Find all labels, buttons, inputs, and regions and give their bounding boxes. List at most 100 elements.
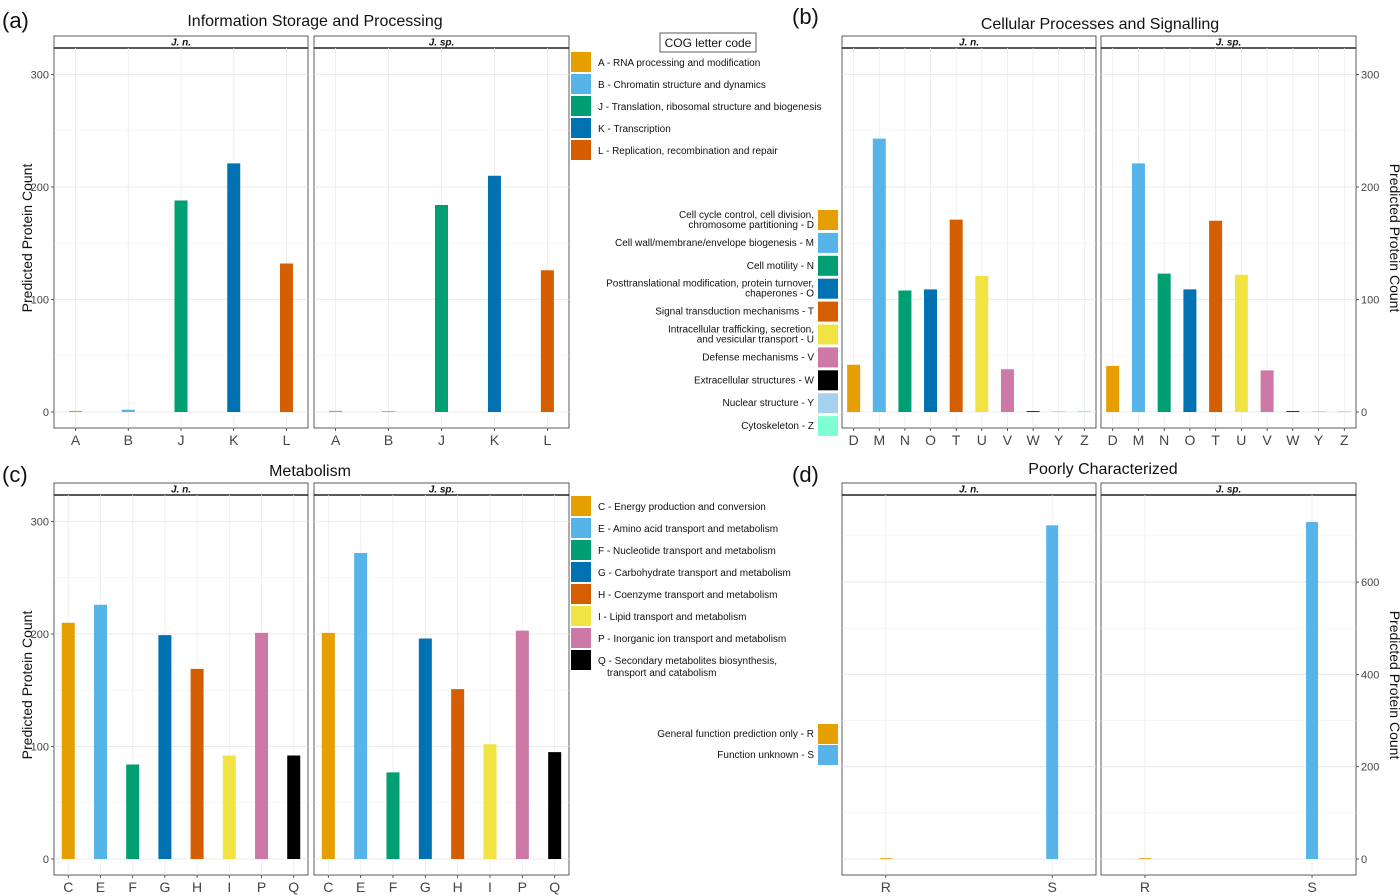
facet-jn: J. n. C E F G H I P Q — [53, 482, 309, 895]
x-tick-label: M — [873, 432, 885, 448]
legend-label: J - Translation, ribosomal structure and… — [598, 102, 821, 113]
bar-v — [1260, 370, 1274, 412]
facet-label: J. sp. — [1216, 485, 1242, 496]
y-axis-label: Predicted Protein Count — [1387, 164, 1400, 313]
legend-title-box — [659, 32, 757, 53]
bar-l — [540, 270, 554, 412]
x-tick-label: C — [323, 879, 333, 895]
bar-h — [190, 668, 204, 859]
x-tick-label: L — [543, 432, 551, 448]
y-tick-label: 300 — [1361, 70, 1379, 82]
legend-swatch — [571, 96, 591, 116]
y-tick-label: 200 — [31, 629, 49, 641]
legend-label: Function unknown - S — [717, 750, 814, 761]
y-tick-label: 100 — [1361, 295, 1379, 307]
legend: Cell cycle control, cell division,chromo… — [606, 210, 838, 437]
legend-label: A - RNA processing and modification — [598, 58, 760, 69]
y-axis: 0 100 200 300 Predicted Protein Count — [19, 517, 54, 866]
bar-n — [1157, 273, 1171, 412]
bar-a — [69, 410, 83, 412]
y-axis: 0 100 200 300 Predicted Protein Count — [1356, 70, 1400, 419]
panel-title: Metabolism — [269, 463, 351, 480]
bar-g — [418, 638, 432, 859]
legend-swatch — [571, 140, 591, 160]
x-tick-label: A — [331, 432, 341, 448]
x-tick-label: V — [1003, 432, 1013, 448]
bar-t — [1209, 220, 1223, 412]
bar-w — [1026, 411, 1040, 412]
legend-label: Extracellular structures - W — [694, 375, 815, 386]
facet-label: J. n. — [959, 485, 979, 496]
x-tick-label: K — [490, 432, 500, 448]
x-tick-label: D — [849, 432, 859, 448]
facet-label: J. n. — [959, 38, 979, 49]
x-tick-label: D — [1108, 432, 1118, 448]
bar-e — [93, 604, 107, 859]
legend-label: chaperones - O — [745, 289, 814, 300]
facet-jn: J. n. R S — [841, 482, 1097, 895]
legend-label: C - Energy production and conversion — [598, 502, 766, 513]
bar-c — [61, 622, 75, 859]
bar-m — [1131, 163, 1145, 412]
x-tick-label: Y — [1314, 432, 1324, 448]
x-tick-label: B — [384, 432, 393, 448]
y-tick-label: 300 — [31, 70, 49, 82]
legend-swatch — [571, 650, 591, 670]
legend-swatch — [818, 416, 838, 437]
bar-y — [1312, 411, 1326, 412]
y-tick-label: 0 — [1361, 407, 1367, 419]
x-tick-label: E — [96, 879, 105, 895]
bar-a — [329, 410, 343, 412]
legend-label: Cell cycle control, cell division, — [679, 210, 814, 221]
facet-jsp: J. sp. D M N O T U V W Y Z — [1100, 35, 1357, 448]
x-tick-label: I — [488, 879, 492, 895]
legend-swatch — [818, 301, 838, 322]
x-tick-label: F — [389, 879, 398, 895]
legend-label: L - Replication, recombination and repai… — [598, 146, 778, 157]
legend: General function prediction only - R Func… — [657, 724, 838, 765]
bar-s — [1046, 525, 1059, 859]
bar-u — [1234, 274, 1248, 412]
y-axis-label: Predicted Protein Count — [1387, 611, 1400, 760]
x-tick-label: H — [453, 879, 463, 895]
x-tick-label: M — [1133, 432, 1145, 448]
x-tick-label: T — [1211, 432, 1220, 448]
bar-j — [174, 200, 188, 412]
x-tick-label: T — [952, 432, 961, 448]
y-tick-label: 200 — [31, 182, 49, 194]
legend-label: I - Lipid transport and metabolism — [598, 612, 746, 623]
bar-u — [975, 275, 989, 412]
legend-label: E - Amino acid transport and metabolism — [598, 524, 778, 535]
x-tick-label: Q — [549, 879, 560, 895]
legend-swatch — [571, 118, 591, 138]
legend-label: Intracellular trafficking, secretion, — [668, 325, 814, 336]
legend-label: and vesicular transport - U — [697, 335, 814, 346]
legend-label: Posttranslational modification, protein … — [606, 279, 814, 290]
panel-label: (d) — [792, 462, 819, 487]
legend-swatch — [571, 74, 591, 94]
legend-label: Q - Secondary metabolites biosynthesis, — [598, 656, 777, 667]
legend-label: Nuclear structure - Y — [722, 398, 814, 409]
legend-label: K - Transcription — [598, 124, 671, 135]
bar-d — [1106, 365, 1120, 412]
legend-swatch — [571, 540, 591, 560]
facet-jn: J. n. D M N O T U V W Y Z — [841, 35, 1097, 448]
bar-t — [949, 219, 963, 412]
legend-label: G - Carbohydrate transport and metabolis… — [598, 568, 791, 579]
x-tick-label: A — [71, 432, 81, 448]
facet-jsp: J. sp. C E F G H I P Q — [313, 482, 570, 895]
x-tick-label: C — [63, 879, 73, 895]
bar-c — [321, 632, 335, 859]
legend-swatch — [818, 255, 838, 276]
legend-swatch — [818, 393, 838, 414]
bar-p — [515, 630, 529, 859]
x-tick-label: J — [178, 432, 185, 448]
legend-swatch — [818, 724, 838, 744]
panel-d: (d) Poorly Characterized J. n. R S J. sp. R S 0 2… — [657, 461, 1400, 895]
x-tick-label: N — [900, 432, 910, 448]
x-tick-label: R — [1140, 879, 1150, 895]
legend-swatch — [818, 745, 838, 765]
panel-title: Poorly Characterized — [1028, 461, 1177, 478]
